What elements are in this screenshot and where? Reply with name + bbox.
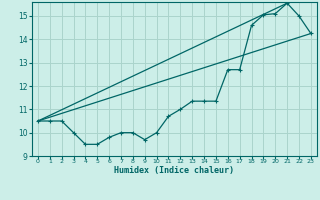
X-axis label: Humidex (Indice chaleur): Humidex (Indice chaleur) <box>115 166 234 175</box>
